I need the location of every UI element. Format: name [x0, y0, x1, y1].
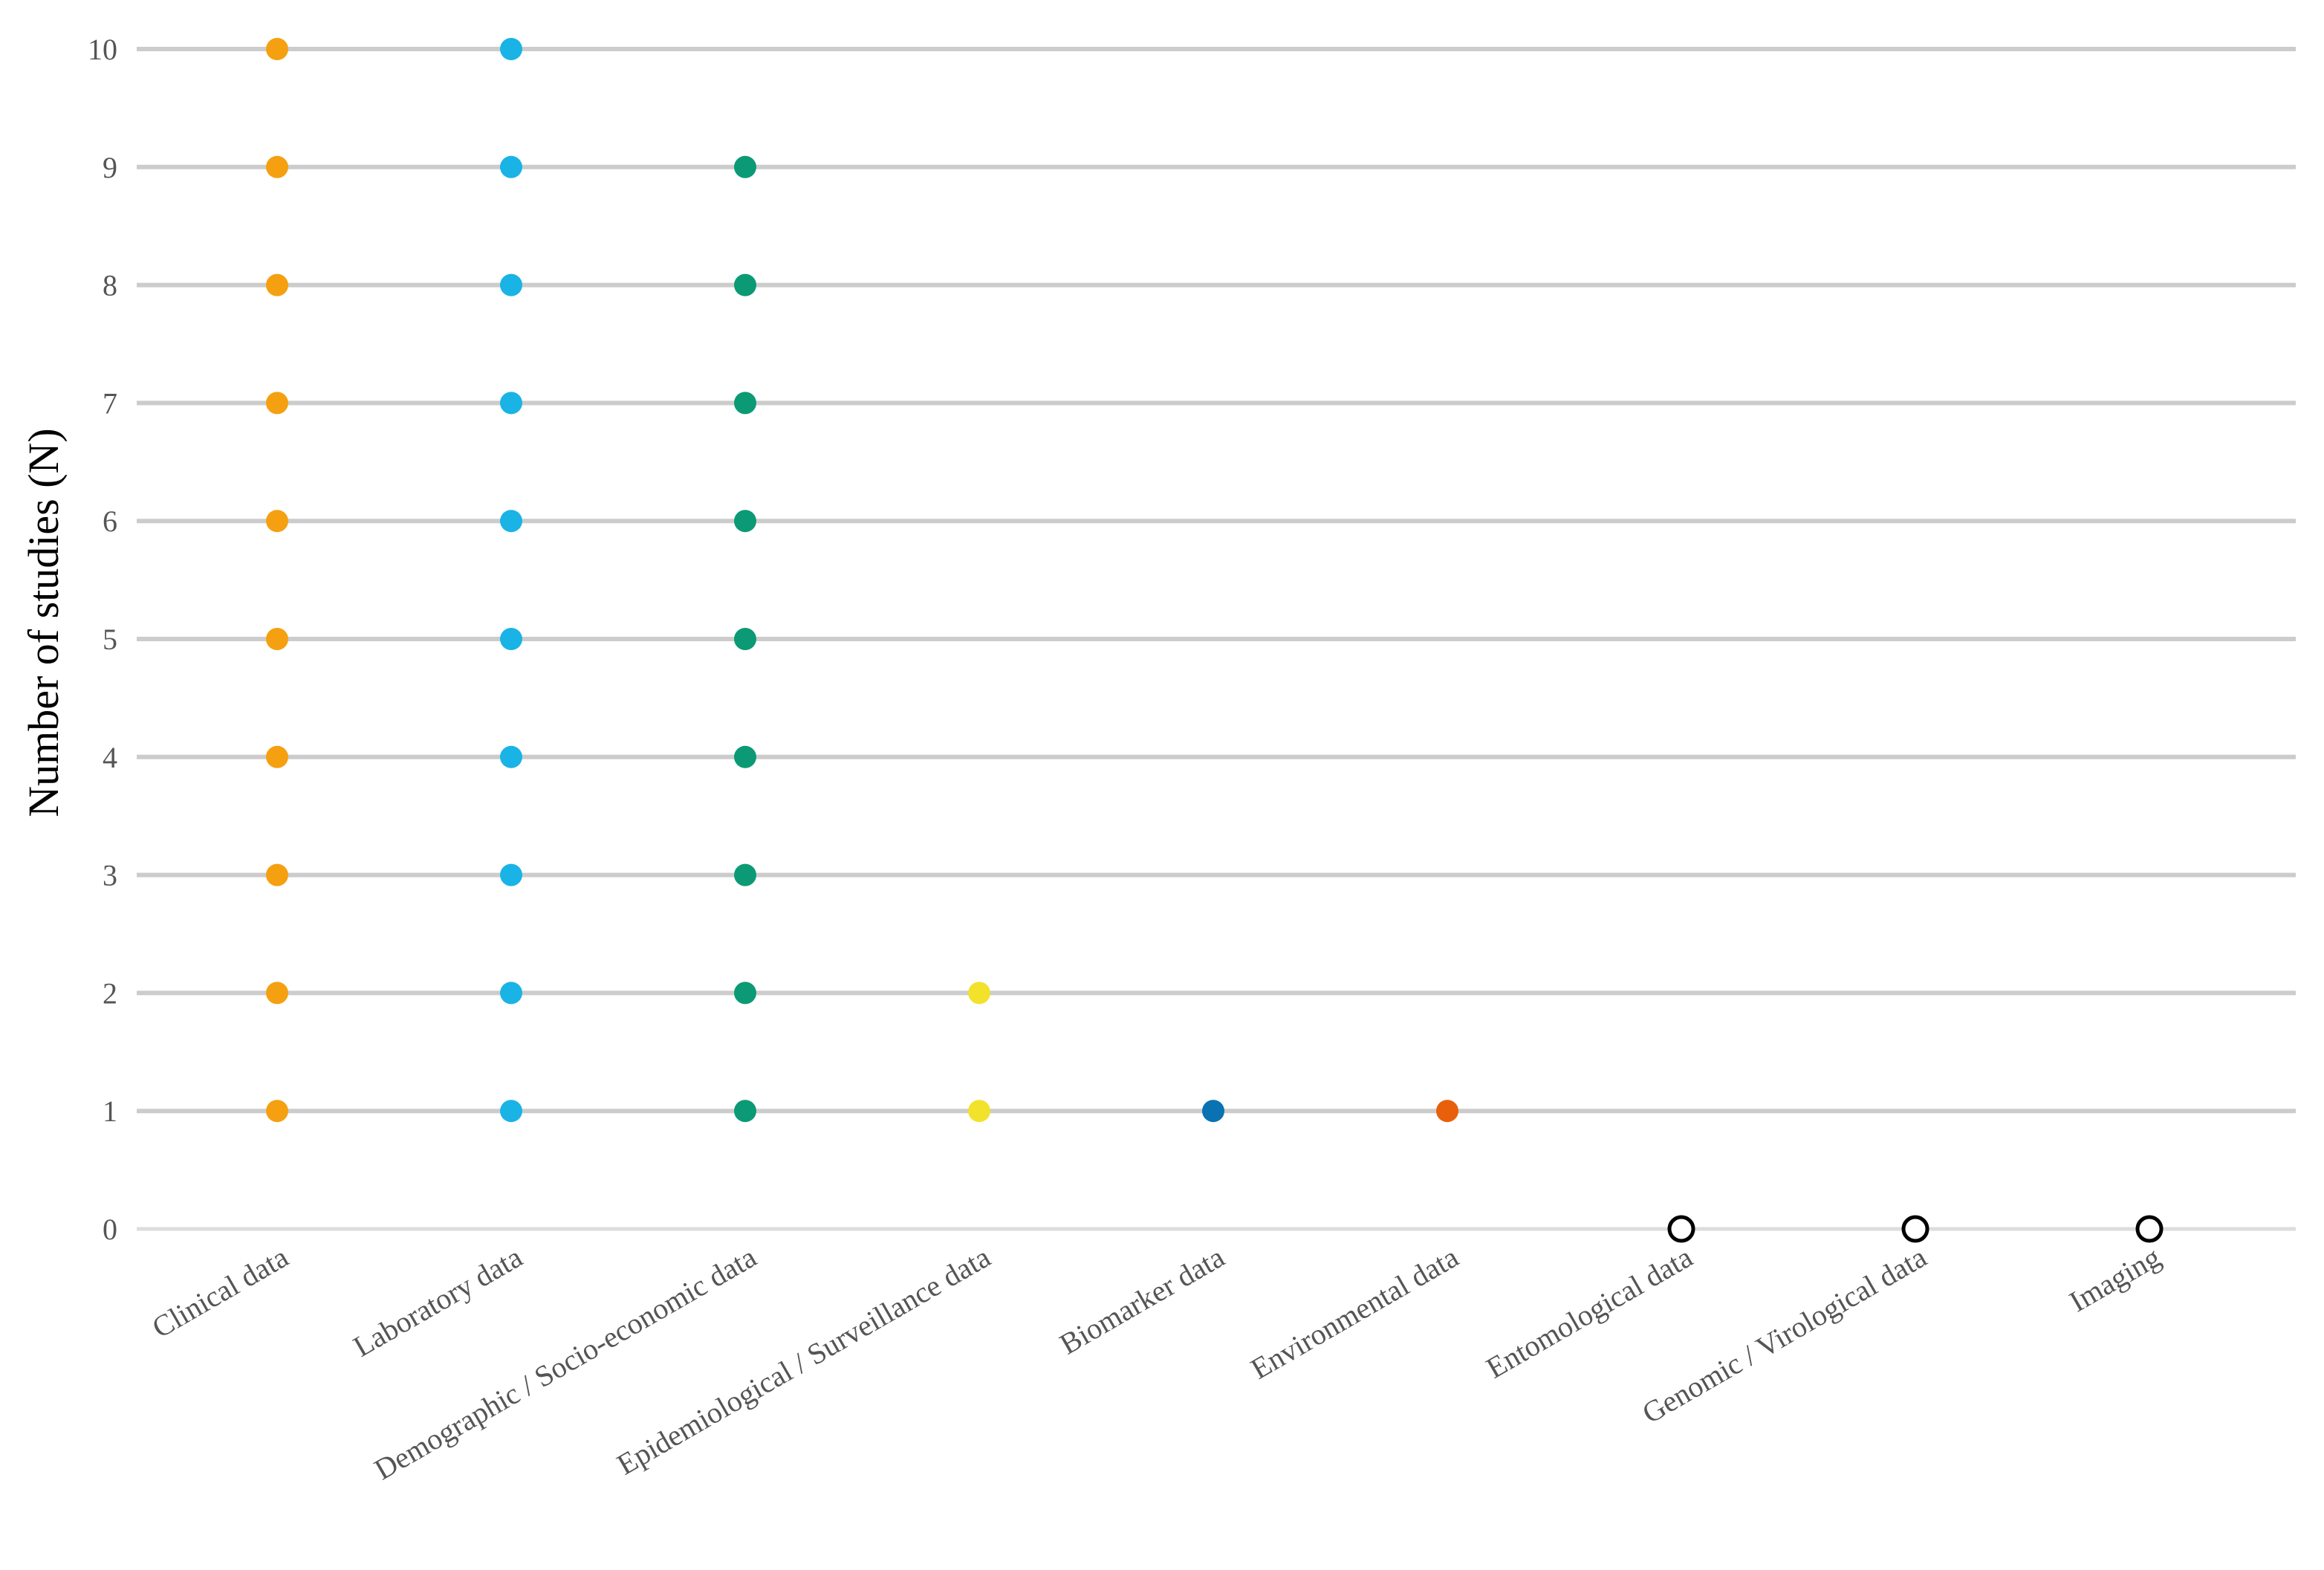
x-category-label: Clinical data: [146, 1240, 294, 1345]
dot-point: [734, 745, 756, 768]
dot-point: [734, 863, 756, 886]
y-axis-title: Number of studies (N): [19, 428, 68, 817]
dot-point: [266, 863, 288, 886]
y-tick-label: 7: [103, 386, 117, 420]
x-category-label: Epidemiological / Surveillance data: [611, 1240, 996, 1482]
dot-point: [734, 510, 756, 533]
x-category-label: Laboratory data: [348, 1240, 528, 1363]
y-tick-label: 1: [103, 1094, 117, 1128]
dot-point: [734, 392, 756, 415]
dot-point: [734, 1100, 756, 1123]
dot-point: [734, 628, 756, 650]
dot-point: [266, 628, 288, 650]
dot-point: [1202, 1100, 1224, 1123]
y-tick-label: 5: [103, 623, 117, 656]
dot-point: [266, 273, 288, 296]
dot-point: [500, 745, 522, 768]
zero-marker: [1667, 1215, 1695, 1243]
x-axis-category-labels: Clinical data Laboratory dataDemographic …: [146, 1240, 2166, 1487]
y-tick-label: 3: [103, 859, 117, 892]
dot-point: [266, 392, 288, 415]
dot-point: [734, 273, 756, 296]
dot-point: [734, 155, 756, 178]
zero-marker: [2135, 1215, 2164, 1243]
dot-point: [968, 982, 990, 1005]
dot-point: [266, 38, 288, 60]
y-tick-label: 2: [103, 976, 117, 1010]
x-category-label: Demographic / Socio-economic data: [369, 1240, 762, 1487]
dot-point: [266, 1100, 288, 1123]
dot-point: [734, 982, 756, 1005]
dot-point: [500, 863, 522, 886]
x-category-label: Imaging: [2064, 1240, 2166, 1319]
dot-point: [500, 1100, 522, 1123]
gridlines: [137, 47, 2296, 1231]
y-tick-label: 0: [103, 1213, 117, 1246]
dot-point: [500, 273, 522, 296]
y-tick-label: 6: [103, 505, 117, 538]
dot-point: [968, 1100, 990, 1123]
data-points: [266, 38, 2164, 1243]
y-tick-label: 4: [103, 741, 117, 774]
x-category-label: Environmental data: [1245, 1240, 1464, 1386]
dot-point: [500, 510, 522, 533]
x-category-label: Entomological data: [1481, 1240, 1698, 1385]
dot-point: [500, 155, 522, 178]
y-tick-label: 8: [103, 269, 117, 302]
dot-point: [500, 392, 522, 415]
dot-point: [500, 38, 522, 60]
dot-point: [266, 982, 288, 1005]
dot-point: [266, 745, 288, 768]
y-tick-label: 9: [103, 151, 117, 184]
dot-point: [266, 510, 288, 533]
x-category-label: Biomarker data: [1054, 1240, 1230, 1361]
y-axis-ticks: 0 1 2 3 4 5 6 7 8 9 10: [88, 33, 117, 1246]
dot-point: [266, 155, 288, 178]
dot-point: [500, 982, 522, 1005]
zero-marker: [1901, 1215, 1929, 1243]
y-tick-label: 10: [88, 33, 117, 66]
dot-point: [500, 628, 522, 650]
dot-point: [1436, 1100, 1458, 1123]
